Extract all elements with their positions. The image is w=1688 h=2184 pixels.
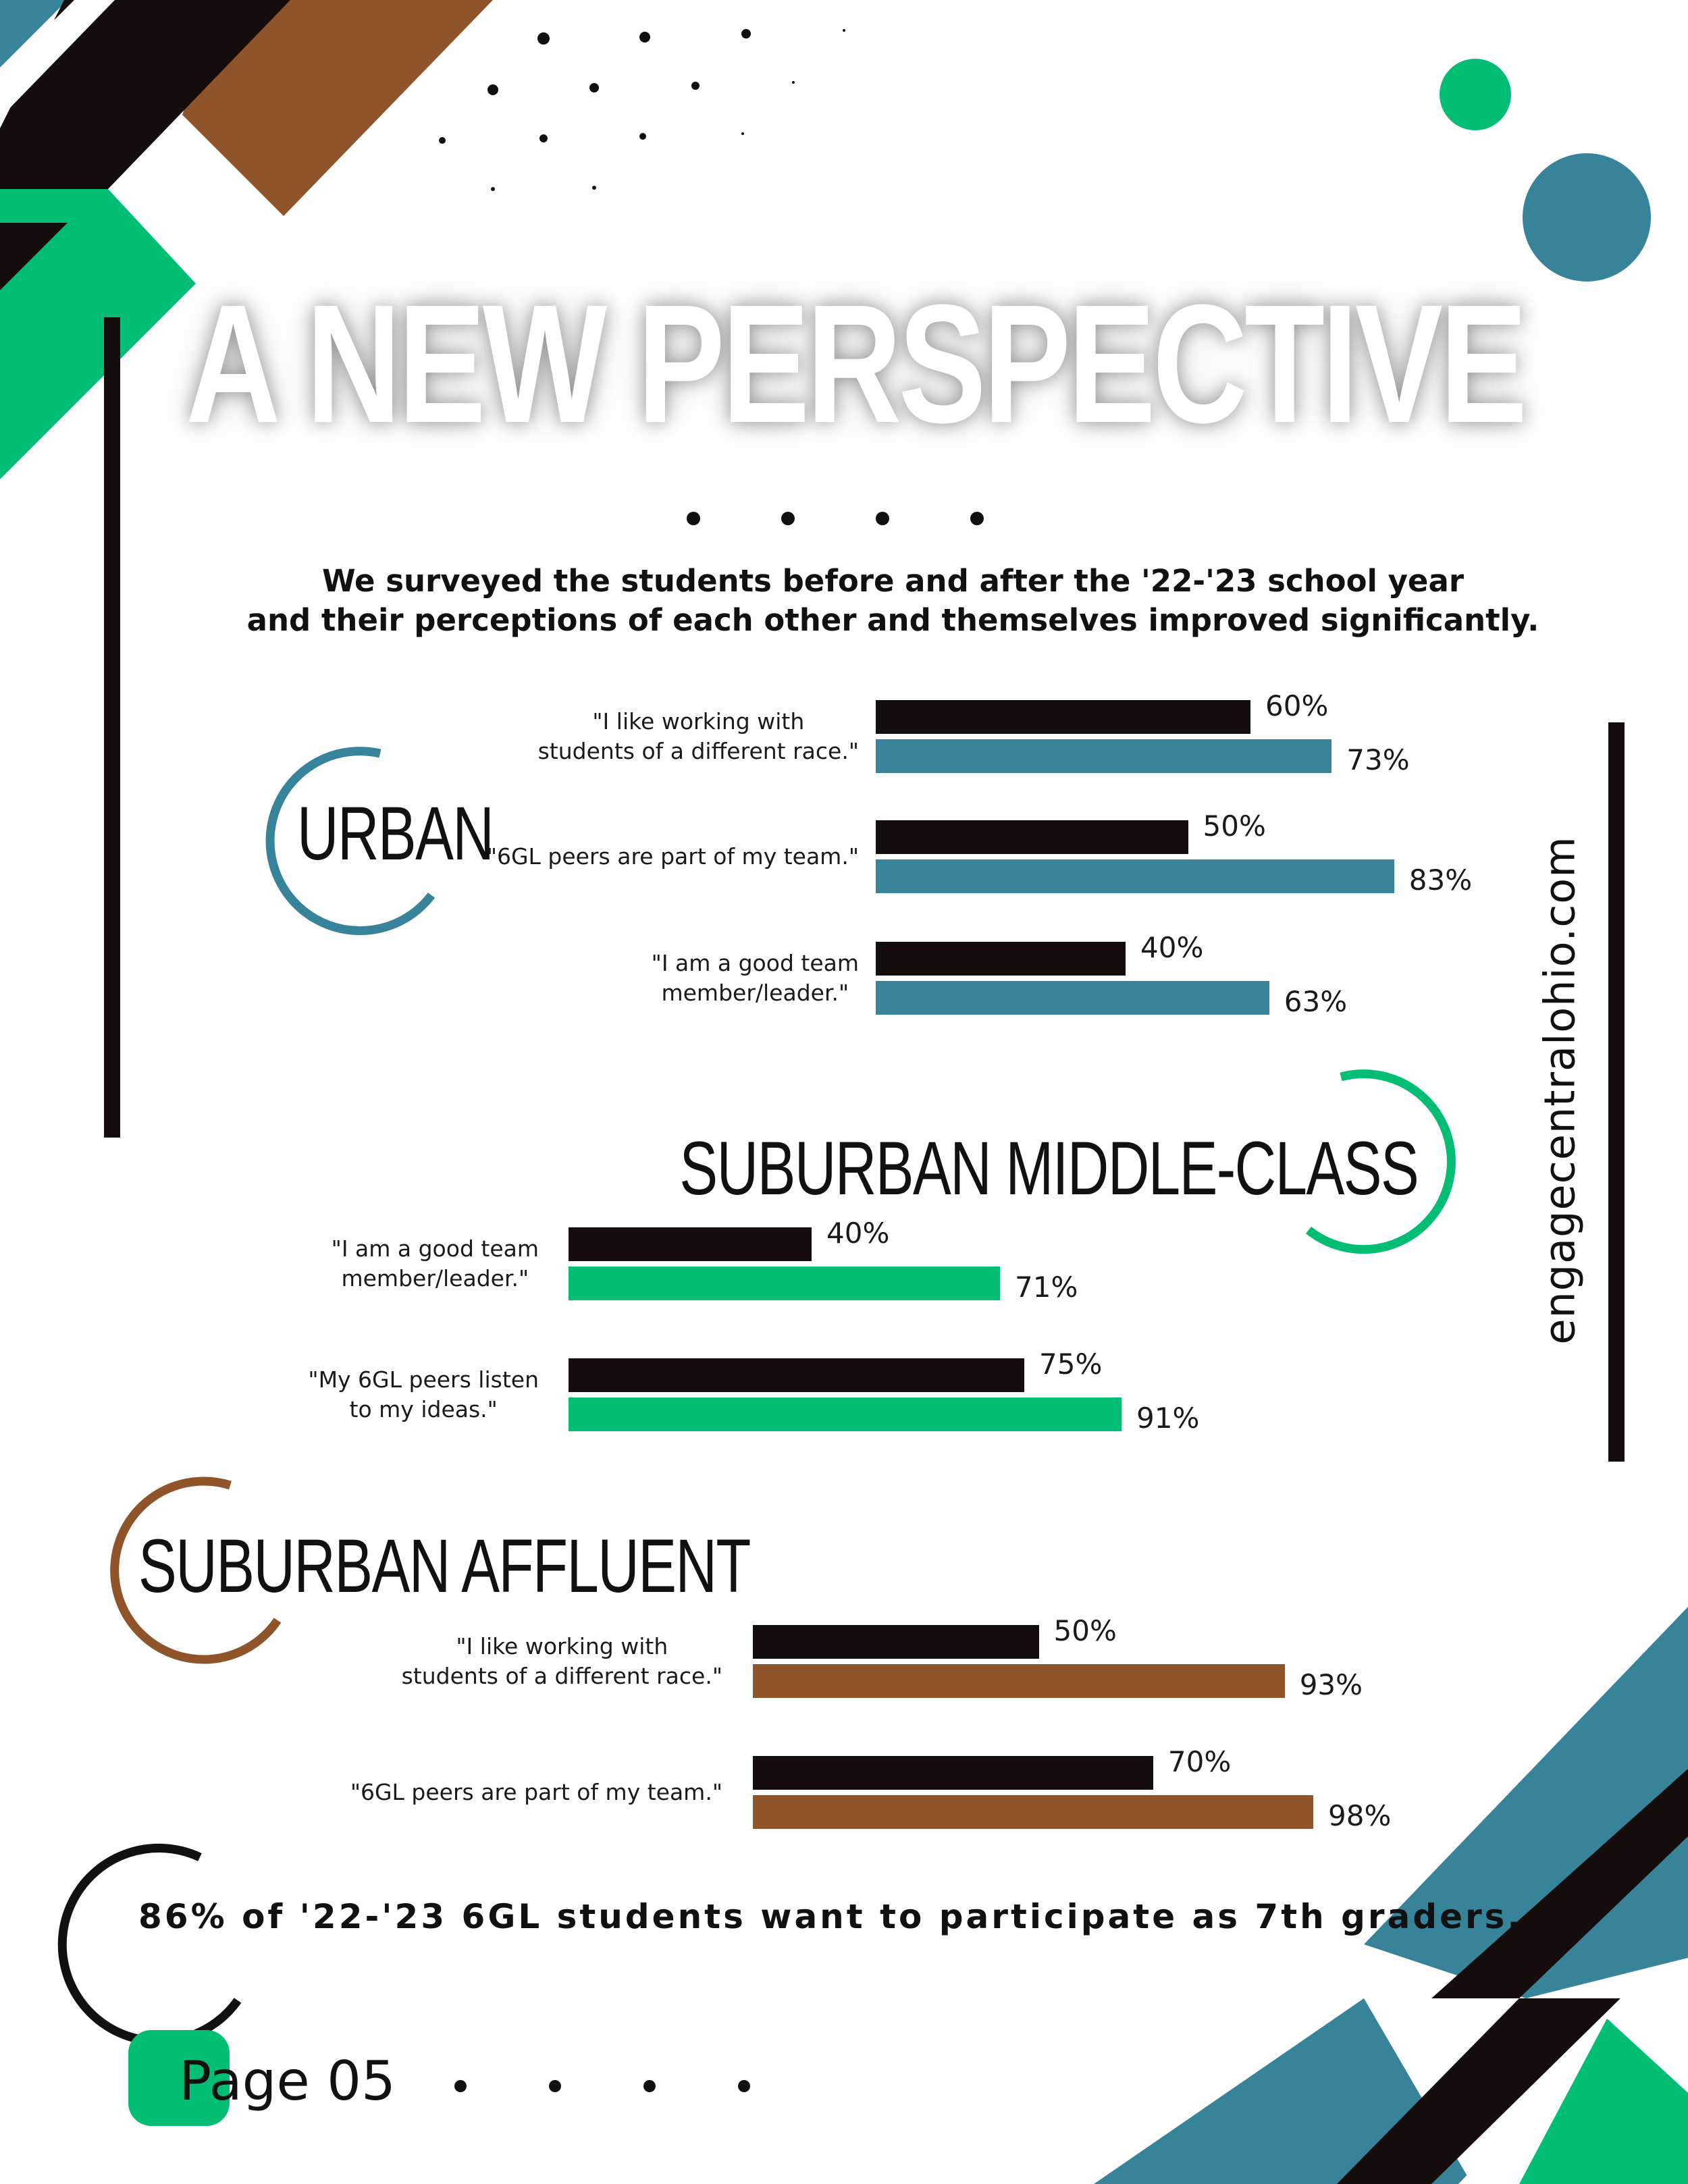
white-stripe bbox=[0, 0, 115, 118]
brown-stripe bbox=[182, 0, 493, 216]
green-triangle bbox=[0, 189, 196, 479]
urban-bar-after-3 bbox=[876, 981, 1269, 1015]
website-url: engagecentralohio.com bbox=[1535, 836, 1585, 1345]
title-dots bbox=[687, 512, 984, 525]
page-title: A NEW PERSPECTIVE bbox=[186, 269, 1527, 458]
footer-arc bbox=[57, 1843, 242, 2046]
urban-question-2: "6GL peers are part of my team." bbox=[486, 843, 859, 870]
urban-bar-after-2 bbox=[876, 859, 1394, 893]
suburban-affluent-bar-before-2 bbox=[753, 1756, 1153, 1790]
urban-label-after-3: 63% bbox=[1284, 985, 1348, 1018]
teal-stripe bbox=[0, 0, 68, 68]
urban-label-before-2: 50% bbox=[1203, 809, 1266, 843]
urban-bar-before-1 bbox=[876, 700, 1250, 734]
page-number: Page 05 bbox=[179, 2050, 396, 2112]
left-vertical-bar bbox=[104, 317, 120, 1138]
suburban-affluent-question-1: "I like working with students of a differ… bbox=[401, 1633, 722, 1689]
suburban-affluent-label-after-1: 93% bbox=[1299, 1668, 1363, 1701]
teal-shape-bottom bbox=[1094, 1998, 1472, 2184]
suburban-middle-class-title: SUBURBAN MIDDLE-CLASS bbox=[679, 1126, 1419, 1210]
urban-bar-before-2 bbox=[876, 820, 1188, 854]
suburban-affluent-arc bbox=[110, 1476, 282, 1664]
suburban-middle-class-label-after-1: 71% bbox=[1015, 1271, 1078, 1304]
suburban-affluent-label-before-2: 70% bbox=[1167, 1745, 1232, 1778]
footer-dots bbox=[454, 2080, 750, 2092]
suburban-affluent-label-after-2: 98% bbox=[1328, 1799, 1392, 1832]
suburban-middle-arc bbox=[1305, 1069, 1456, 1254]
green-shape-bottom bbox=[1519, 2019, 1688, 2184]
black-stripe-right bbox=[1431, 1769, 1688, 1998]
suburban-middle-class-label-before-2: 75% bbox=[1039, 1348, 1103, 1381]
suburban-middle-class-bar-after-2 bbox=[569, 1397, 1122, 1431]
urban-question-1: "I like working with students of a differ… bbox=[537, 708, 859, 764]
suburban-affluent-question-2: "6GL peers are part of my team." bbox=[350, 1779, 722, 1805]
urban-label-before-3: 40% bbox=[1140, 931, 1204, 964]
intro-line-1: We surveyed the students before and afte… bbox=[321, 563, 1465, 599]
suburban-affluent-bar-after-2 bbox=[753, 1795, 1314, 1829]
suburban-middle-class-question-2: "My 6GL peers listen to my ideas." bbox=[308, 1366, 539, 1422]
right-vertical-bar bbox=[1608, 722, 1625, 1462]
urban-arc bbox=[265, 747, 436, 936]
suburban-middle-class-bar-after-1 bbox=[569, 1267, 1000, 1300]
suburban-middle-class-label-after-2: 91% bbox=[1136, 1402, 1200, 1435]
urban-bar-after-1 bbox=[876, 739, 1332, 773]
suburban-middle-class-label-before-1: 40% bbox=[826, 1217, 890, 1250]
intro-line-2: and their perceptions of each other and … bbox=[246, 602, 1539, 638]
black-stripe-bottom bbox=[1337, 1998, 1620, 2184]
teal-circle bbox=[1523, 153, 1651, 282]
page-badge bbox=[128, 2030, 230, 2126]
black-stripe bbox=[0, 0, 290, 189]
suburban-middle-class-bar-before-1 bbox=[569, 1227, 812, 1261]
dot-grid bbox=[439, 29, 845, 191]
urban-question-3: "I am a good team member/leader." bbox=[651, 950, 859, 1006]
white-stripe-bottom bbox=[1458, 2066, 1573, 2184]
suburban-affluent-bar-after-1 bbox=[753, 1664, 1285, 1698]
suburban-affluent-label-before-1: 50% bbox=[1053, 1614, 1117, 1647]
suburban-affluent-title: SUBURBAN AFFLUENT bbox=[138, 1524, 751, 1608]
urban-title: URBAN bbox=[297, 791, 494, 876]
black-corner bbox=[0, 223, 68, 290]
footer-statement: 86% of '22-'23 6GL students want to part… bbox=[138, 1897, 1523, 1936]
urban-label-after-2: 83% bbox=[1408, 863, 1473, 897]
suburban-middle-class-question-1: "I am a good team member/leader." bbox=[331, 1235, 539, 1291]
suburban-affluent-bar-before-1 bbox=[753, 1625, 1039, 1659]
green-circle bbox=[1440, 59, 1511, 130]
suburban-middle-class-bar-before-2 bbox=[569, 1358, 1024, 1392]
urban-label-after-1: 73% bbox=[1346, 743, 1410, 776]
urban-label-before-1: 60% bbox=[1265, 689, 1329, 722]
urban-bar-before-3 bbox=[876, 942, 1126, 976]
